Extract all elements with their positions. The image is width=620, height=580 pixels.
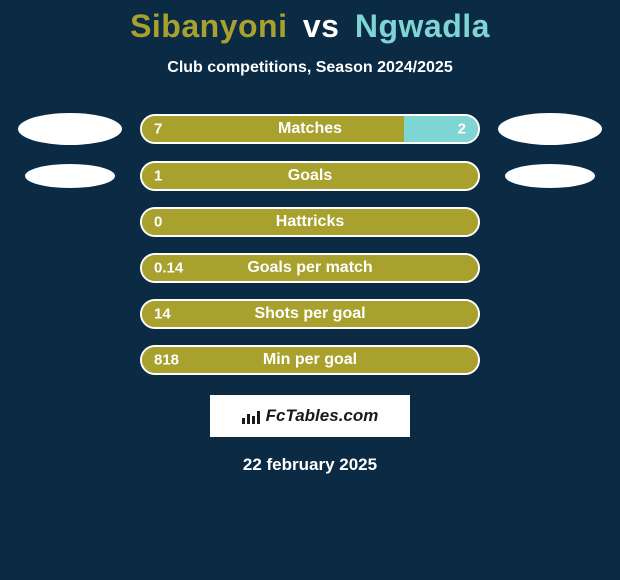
stat-bar: Shots per goal 14 <box>140 299 480 329</box>
stat-row: Matches 7 2 <box>0 113 620 145</box>
stat-value-a: 0 <box>154 214 162 231</box>
stat-label: Shots per goal <box>254 305 365 323</box>
stat-row: Shots per goal 14 <box>0 299 620 329</box>
stat-row: Min per goal 818 <box>0 345 620 375</box>
stat-row: Goals 1 <box>0 161 620 191</box>
player-a-oval <box>18 113 122 145</box>
player-a-oval <box>25 164 115 188</box>
right-oval-slot <box>498 164 602 188</box>
stat-label: Hattricks <box>276 213 344 231</box>
stat-label: Min per goal <box>263 351 357 369</box>
bar-chart-icon <box>242 409 260 423</box>
footer-date: 22 february 2025 <box>243 455 377 475</box>
title-player-b: Ngwadla <box>355 8 490 44</box>
stat-value-a: 14 <box>154 306 171 323</box>
left-oval-slot <box>18 113 122 145</box>
player-b-oval <box>498 113 602 145</box>
player-b-oval <box>505 164 595 188</box>
stat-bar: Goals per match 0.14 <box>140 253 480 283</box>
stat-label: Matches <box>278 120 342 138</box>
right-oval-slot <box>498 113 602 145</box>
bar-segment-a <box>142 116 404 142</box>
title-vs: vs <box>303 8 340 44</box>
left-oval-slot <box>18 164 122 188</box>
stat-value-a: 0.14 <box>154 260 183 277</box>
stat-row: Goals per match 0.14 <box>0 253 620 283</box>
stat-value-a: 818 <box>154 352 179 369</box>
page-title: Sibanyoni vs Ngwadla <box>130 8 490 45</box>
brand-box: FcTables.com <box>210 395 410 437</box>
bar-segment-b <box>404 116 478 142</box>
stat-row: Hattricks 0 <box>0 207 620 237</box>
stat-value-b: 2 <box>458 121 466 138</box>
stat-bar: Hattricks 0 <box>140 207 480 237</box>
stat-bar: Goals 1 <box>140 161 480 191</box>
subtitle: Club competitions, Season 2024/2025 <box>167 59 452 77</box>
stat-label: Goals <box>288 167 332 185</box>
brand-text: FcTables.com <box>266 406 379 426</box>
title-player-a: Sibanyoni <box>130 8 287 44</box>
stat-label: Goals per match <box>247 259 372 277</box>
stat-value-a: 1 <box>154 168 162 185</box>
stat-rows: Matches 7 2 Goals 1 Hattricks 0 Goals per match… <box>0 113 620 375</box>
stat-bar: Min per goal 818 <box>140 345 480 375</box>
stat-value-a: 7 <box>154 121 162 138</box>
comparison-card: Sibanyoni vs Ngwadla Club competitions, … <box>0 0 620 580</box>
stat-bar: Matches 7 2 <box>140 114 480 144</box>
